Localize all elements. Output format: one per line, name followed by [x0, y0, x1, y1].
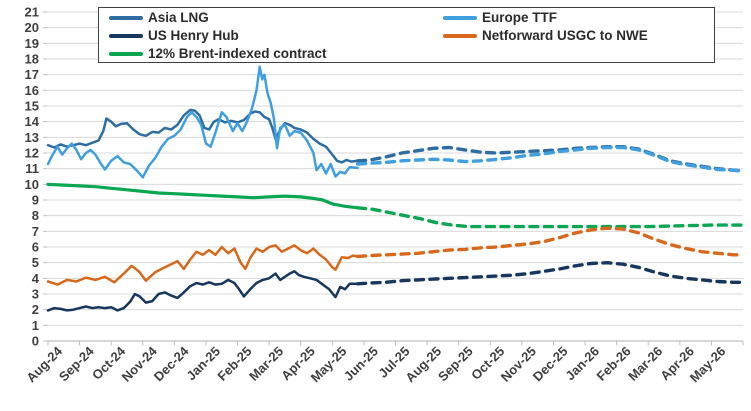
x-tick-label: Mar-25	[246, 344, 286, 384]
x-tick-label: Aug-24	[23, 343, 65, 385]
x-tick-label: Jan-26	[562, 344, 602, 384]
legend-label: Asia LNG	[148, 10, 209, 26]
x-tick-label: May-26	[687, 344, 729, 386]
legend-label: 12% Brent-indexed contract	[148, 46, 327, 62]
series-brent_indexed-history	[46, 182, 360, 210]
y-tick-label: 11	[25, 161, 39, 176]
y-tick-label: 16	[25, 83, 39, 98]
legend-item-asia-lng: Asia LNG	[109, 9, 443, 27]
y-tick-label: 19	[25, 36, 39, 51]
legend-label: US Henry Hub	[148, 28, 239, 44]
y-tick-label: 12	[25, 146, 39, 161]
y-tick-label: 10	[25, 177, 39, 192]
series-asia_lng-forecast	[355, 145, 745, 173]
y-tick-label: 8	[32, 208, 39, 223]
y-tick-label: 7	[32, 224, 39, 239]
netforward-usgc-nwe-line-swatch-icon	[443, 33, 477, 39]
y-tick-label: 3	[32, 287, 39, 302]
y-tick-label: 14	[25, 114, 40, 129]
series-europe_ttf-forecast	[355, 145, 745, 173]
legend-item-netforward-usgc-nwe: Netforward USGC to NWE	[443, 27, 708, 45]
y-tick-label: 21	[25, 5, 39, 20]
y-tick-label: 4	[32, 271, 40, 286]
series-us_henry_hub-history	[46, 270, 359, 312]
x-tick-label: Sep-25	[435, 344, 476, 385]
series-netforward_usgc_nwe-history	[46, 244, 359, 286]
asia-lng-line-swatch-icon	[109, 15, 143, 21]
y-tick-label: 2	[32, 302, 39, 317]
x-tick-label: Dec-25	[530, 344, 571, 385]
x-tick-label: Aug-25	[402, 344, 444, 386]
legend-label: Netforward USGC to NWE	[482, 28, 648, 44]
y-tick-label: 9	[32, 193, 39, 208]
x-tick-label: Jan-25	[183, 344, 223, 384]
y-tick-label: 18	[25, 52, 39, 67]
y-tick-label: 5	[32, 255, 39, 270]
x-tick-label: Sep-24	[56, 343, 97, 384]
y-tick-label: 20	[25, 20, 39, 35]
x-tick-label: Feb-25	[214, 344, 254, 384]
series-asia_lng-history	[46, 108, 359, 164]
us-henry-hub-line-swatch-icon	[109, 33, 143, 39]
legend-label: Europe TTF	[482, 10, 557, 26]
y-tick-label: 1	[32, 318, 39, 333]
x-tick-label: Nov-24	[119, 343, 161, 385]
x-tick-label: Feb-26	[594, 344, 634, 384]
legend-item-europe-ttf: Europe TTF	[443, 9, 708, 27]
x-axis-labels: Aug-24Sep-24Oct-24Nov-24Dec-24Jan-25Feb-…	[23, 343, 728, 385]
y-tick-label: 15	[25, 99, 39, 114]
series-lines	[46, 65, 745, 312]
x-tick-label: Jun-25	[341, 344, 381, 384]
x-tick-label: Dec-24	[151, 343, 192, 384]
legend-item-brent-indexed: 12% Brent-indexed contract	[109, 45, 443, 63]
x-tick-label: May-25	[308, 344, 350, 386]
series-netforward_usgc_nwe-forecast	[355, 226, 745, 259]
axes	[43, 11, 744, 346]
chart-legend: Asia LNG US Henry Hub 12% Brent-indexed …	[98, 7, 715, 63]
series-us_henry_hub-forecast	[355, 261, 745, 286]
series-europe_ttf-history	[46, 65, 359, 179]
brent-indexed-line-swatch-icon	[109, 51, 143, 57]
europe-ttf-line-swatch-icon	[443, 15, 477, 21]
x-tick-label: Nov-25	[498, 344, 539, 385]
x-tick-label: Mar-26	[625, 344, 665, 384]
legend-item-us-henry-hub: US Henry Hub	[109, 27, 443, 45]
y-tick-label: 17	[25, 67, 39, 82]
series-brent_indexed-forecast	[355, 206, 745, 229]
y-tick-label: 13	[25, 130, 39, 145]
y-tick-label: 6	[32, 240, 39, 255]
y-tick-label: 0	[32, 334, 39, 349]
